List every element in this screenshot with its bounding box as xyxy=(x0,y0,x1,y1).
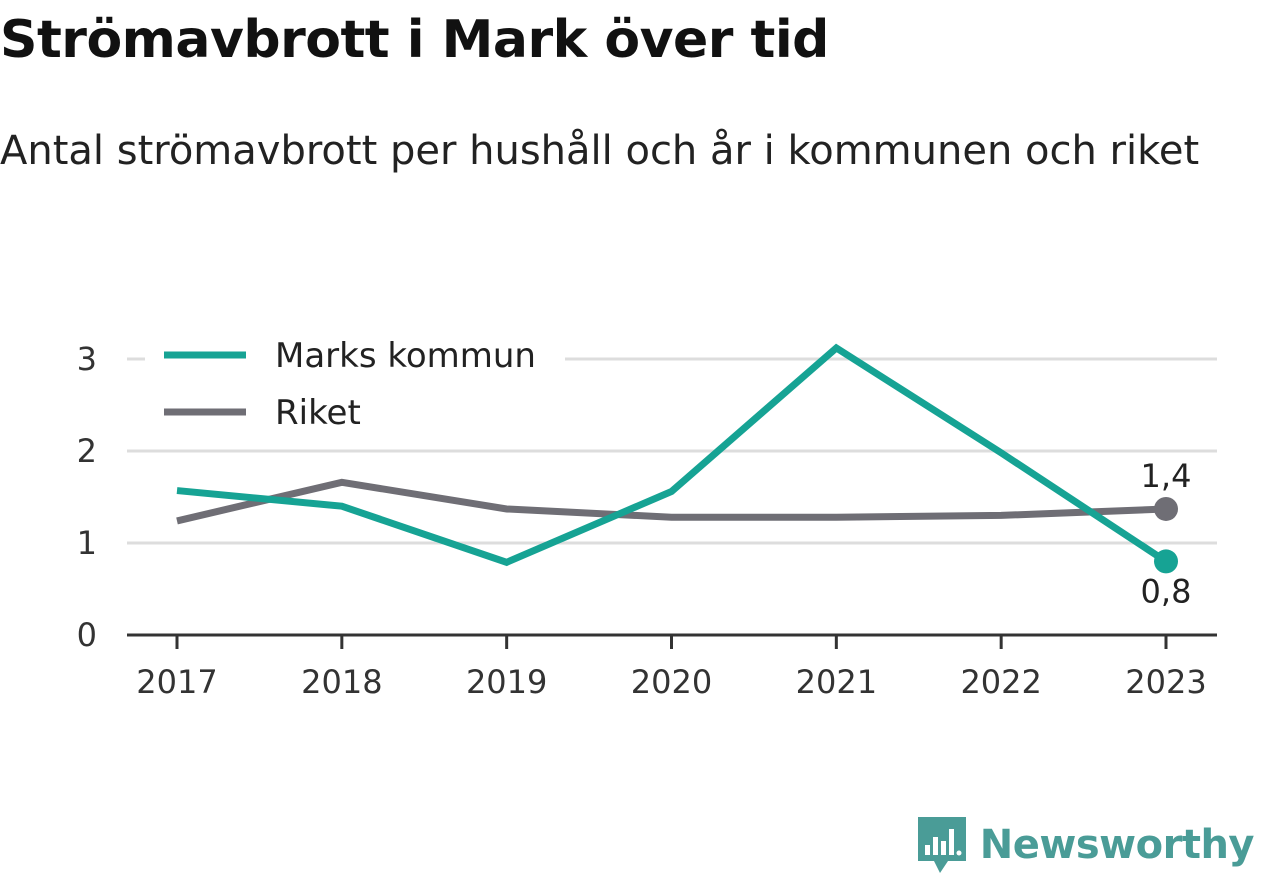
end-marker-marks-kommun xyxy=(1154,549,1178,574)
y-tick-label-2: 2 xyxy=(77,432,97,470)
x-tick-label-2023: 2023 xyxy=(1125,663,1206,701)
series-lines xyxy=(176,343,1178,574)
series-line-riket xyxy=(176,478,1167,525)
end-marker-riket xyxy=(1154,496,1178,521)
end-label-marks-kommun: 0,8 xyxy=(1141,572,1192,610)
y-tick-label-3: 3 xyxy=(77,340,97,378)
legend-label-marks-kommun: Marks kommun xyxy=(275,336,536,376)
x-axis: 0 1 2 3 2017 2018 2019 2020 2021 2022 2023 xyxy=(77,340,1217,701)
y-tick-label-1: 1 xyxy=(77,524,97,562)
brand-name: Newsworthy xyxy=(979,822,1255,868)
series-line-marks-kommun xyxy=(176,343,1168,567)
x-tick-label-2018: 2018 xyxy=(301,663,382,701)
chart-title: Strömavbrott i Mark över tid xyxy=(0,10,829,70)
x-tick-label-2019: 2019 xyxy=(466,663,547,701)
x-tick-label-2017: 2017 xyxy=(136,663,217,701)
legend-background xyxy=(145,330,565,448)
x-tick-label-2022: 2022 xyxy=(960,663,1041,701)
end-label-riket: 1,4 xyxy=(1141,457,1192,495)
x-tick-label-2021: 2021 xyxy=(796,663,877,701)
legend: Marks kommun Riket xyxy=(145,330,565,448)
newsworthy-logo-icon xyxy=(917,817,966,873)
chart-subtitle: Antal strömavbrott per hushåll och år i … xyxy=(0,128,1200,174)
x-tick-label-2020: 2020 xyxy=(631,663,712,701)
y-tick-label-0: 0 xyxy=(77,616,97,654)
end-labels: 1,4 0,8 xyxy=(1141,457,1192,610)
legend-label-riket: Riket xyxy=(275,393,361,433)
newsworthy-brand: Newsworthy xyxy=(916,815,1255,875)
